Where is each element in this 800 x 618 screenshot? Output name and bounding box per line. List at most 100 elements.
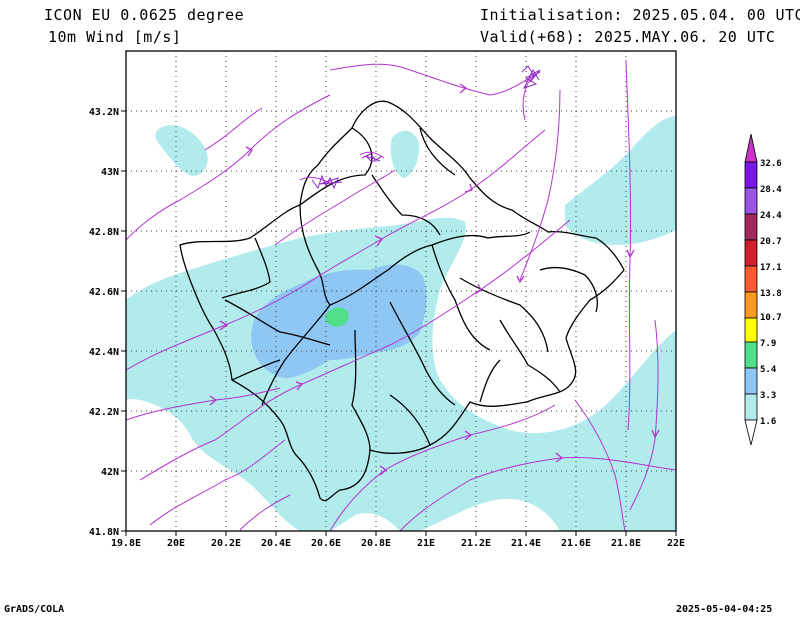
x-axis-labels: 19.8E 20E 20.2E 20.4E 20.6E 20.8E 21E 21… [111, 538, 685, 549]
variable-title: 10m Wind [m/s] [48, 28, 182, 46]
streamline-13 [239, 494, 291, 531]
wind-tangle-west [311, 174, 343, 190]
x-tick-label: 22E [667, 538, 685, 549]
inner-border-1 [299, 204, 331, 306]
x-tick-label: 20.6E [311, 538, 341, 549]
colorbar-label: 5.4 [760, 365, 777, 375]
initialisation-time: Initialisation: 2025.05.04. 00 UTC [480, 6, 800, 24]
colorbar [744, 133, 758, 446]
streamline-18 [274, 169, 396, 246]
admin-borders [179, 100, 625, 502]
outer-border [179, 100, 625, 502]
x-tick-label: 20.2E [211, 538, 241, 549]
inner-border-14 [419, 127, 456, 176]
streamline-2 [139, 219, 571, 481]
inner-border-15 [539, 266, 599, 313]
y-axis-labels: 43.2N 43N 42.8N 42.6N 42.4N 42.2N 42N 41… [89, 107, 119, 538]
wind-tangles [311, 65, 541, 190]
arrowhead [374, 235, 383, 247]
arrowhead [464, 430, 473, 441]
inner-border-13 [299, 127, 353, 206]
colorbar-swatch [744, 367, 758, 395]
inner-border-18 [479, 359, 501, 403]
x-tick-label: 21.2E [461, 538, 491, 549]
wind-arrows [209, 83, 660, 476]
inner-border-7 [431, 231, 531, 246]
x-tick-label: 20.8E [361, 538, 391, 549]
colorbar-label: 3.3 [760, 391, 776, 401]
colorbar-label: 28.4 [760, 185, 782, 195]
arrowhead [516, 275, 525, 284]
x-tick-label: 21.8E [611, 538, 641, 549]
streamline-9 [625, 59, 632, 431]
streamline-10 [519, 89, 561, 281]
y-tick-label: 43N [101, 167, 119, 178]
streamline-15 [522, 71, 536, 121]
y-tick-label: 42.4N [89, 347, 119, 358]
colorbar-swatch [744, 317, 758, 343]
colorbar-labels: 32.6 28.4 24.4 20.7 17.1 13.8 10.7 7.9 5… [760, 159, 782, 427]
arrowhead [555, 452, 564, 463]
colorbar-label: 10.7 [760, 313, 782, 323]
inner-border-8 [459, 277, 549, 353]
valid-time: Valid(+68): 2025.MAY.06. 20 UTC [480, 28, 776, 46]
model-title: ICON EU 0.0625 degree [44, 6, 245, 24]
wind-zone-light-northeast [565, 116, 676, 245]
colorbar-label: 24.4 [760, 211, 782, 221]
colorbar-top-cap [744, 133, 758, 163]
x-tick-label: 20E [167, 538, 185, 549]
wind-tangle-center [361, 153, 383, 163]
wind-zone-green [325, 307, 349, 327]
streamline-14 [574, 399, 626, 531]
inner-border-3 [431, 244, 491, 351]
inner-border-6 [351, 329, 371, 451]
streamline-3 [149, 439, 286, 526]
colorbar-label: 7.9 [760, 339, 776, 349]
arrowhead [219, 320, 229, 331]
arrowhead [209, 395, 218, 406]
inner-border-9 [499, 319, 561, 393]
x-tick-label: 21E [417, 538, 435, 549]
inner-border-5 [389, 301, 456, 406]
y-tick-label: 43.2N [89, 107, 119, 118]
y-tick-label: 42.8N [89, 227, 119, 238]
colorbar-label: 17.1 [760, 263, 782, 273]
footer-timestamp: 2025-05-04-04:25 [676, 604, 773, 615]
streamline-4 [329, 404, 556, 531]
colorbar-label: 13.8 [760, 289, 782, 299]
inner-border-11 [221, 237, 271, 299]
y-tick-label: 42.2N [89, 407, 119, 418]
streamline-11 [629, 319, 659, 511]
streamline-1 [126, 129, 546, 371]
inner-border-10 [224, 299, 331, 346]
wind-shading [126, 116, 676, 531]
arrowhead [245, 146, 253, 157]
wind-zone-light-north [390, 130, 420, 178]
y-tick-label: 42N [101, 467, 119, 478]
arrowhead [651, 429, 660, 439]
colorbar-label: 32.6 [760, 159, 782, 169]
colorbar-swatch [744, 239, 758, 267]
colorbar-swatch [744, 161, 758, 189]
colorbar-swatch [744, 341, 758, 369]
streamline-6 [126, 94, 331, 241]
wind-tangle-north [521, 65, 541, 89]
inner-border-17 [231, 359, 281, 381]
arrowhead [474, 283, 482, 295]
wind-zone-light-west [126, 217, 676, 531]
x-tick-label: 21.6E [561, 538, 591, 549]
arrowhead [626, 249, 635, 259]
axis-ticks [121, 110, 677, 536]
arrowhead [459, 83, 468, 94]
colorbar-swatch [744, 393, 758, 421]
streamline-7 [329, 63, 541, 96]
colorbar-swatch [744, 213, 758, 241]
colorbar-swatch [744, 265, 758, 293]
colorbar-label: 1.6 [760, 417, 776, 427]
colorbar-swatch [744, 291, 758, 319]
inner-border-12 [371, 174, 441, 236]
x-tick-label: 19.8E [111, 538, 141, 549]
y-tick-label: 42.6N [89, 287, 119, 298]
inner-border-16 [389, 394, 431, 446]
